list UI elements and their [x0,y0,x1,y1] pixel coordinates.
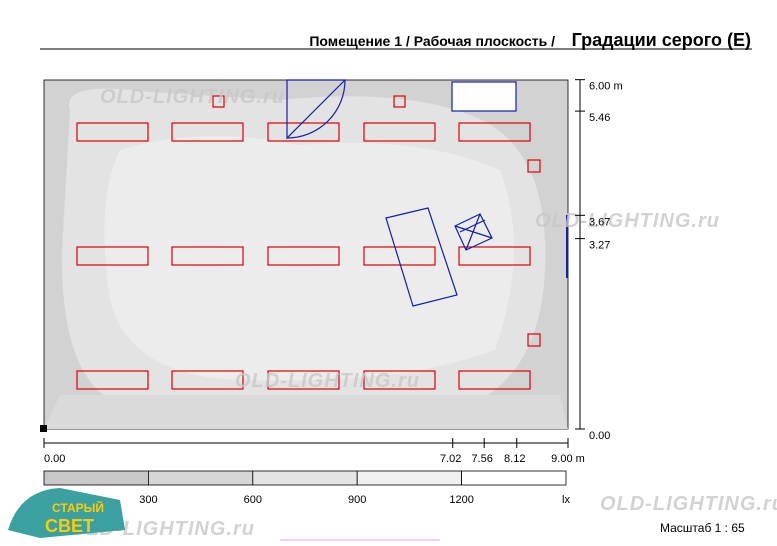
x-tick-label: 0.00 [44,453,65,465]
legend-label: 300 [139,494,157,506]
watermark: OLD-LIGHTING.ru [100,86,285,108]
watermark: OLD-LIGHTING.ru [600,493,777,515]
y-tick-label: 5.46 [589,112,610,124]
y-tick-label: 3.27 [589,240,610,252]
logo: СТАРЫЙ СВЕТ [8,488,125,538]
legend-swatch [461,470,567,486]
y-tick-label: 6.00 m [589,81,623,93]
x-tick-label: 9.00 m [551,453,585,465]
logo-top: СТАРЫЙ [52,500,104,515]
legend: 300 600 900 1200 lx [43,470,570,506]
legend-label: 600 [244,494,262,506]
footer-scale: Масштаб 1 : 65 [660,521,745,535]
legend-swatch [43,470,149,486]
logo-bottom: СВЕТ [45,516,94,536]
plan [40,79,569,432]
legend-unit: lx [562,494,570,506]
y-tick-label: 0.00 [589,430,610,442]
watermark: OLD-LIGHTING.ru [235,370,420,392]
legend-swatch [252,470,358,486]
x-tick-label: 7.56 [471,453,492,465]
legend-label: 900 [348,494,366,506]
watermark: OLD-LIGHTING.ru [535,210,720,232]
x-tick-label: 8.12 [504,453,525,465]
header-prefix: Помещение 1 / Рабочая плоскость / [309,33,555,49]
header-title: Градации серого (E) [572,30,751,50]
legend-swatch [356,470,463,486]
legend-label: 1200 [449,494,473,506]
y-tick-label: 3.67 [589,216,610,228]
legend-swatch [147,470,254,486]
x-tick-label: 7.02 [440,453,461,465]
